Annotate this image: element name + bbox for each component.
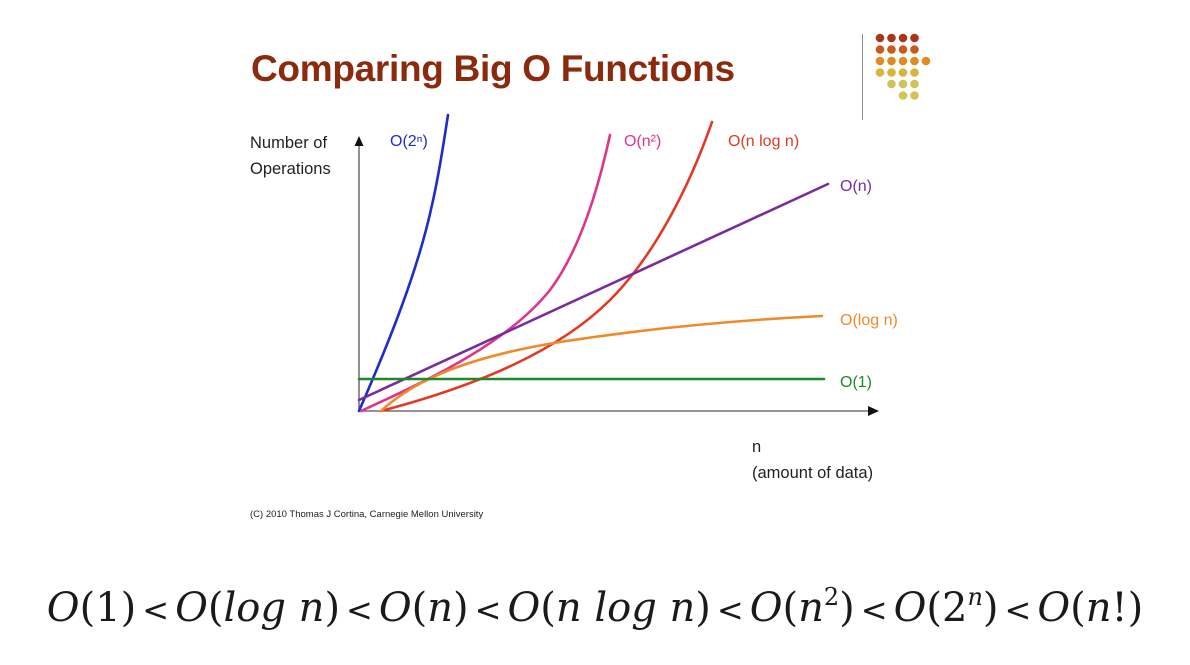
complexity-term: O(log n)	[175, 585, 341, 631]
series-label-o-1: O(1)	[840, 374, 872, 391]
series-labels: O(2ⁿ) O(n²) O(n log n) O(n) O(log n) O(1)	[390, 133, 898, 391]
decoration-dot	[898, 79, 908, 89]
decoration-dot	[898, 68, 908, 77]
complexity-term: O(n)	[378, 585, 469, 631]
decoration-dot	[910, 68, 919, 77]
decoration-dot	[887, 45, 896, 54]
series-label-o-n-squared: O(n²)	[624, 133, 661, 150]
less-than-separator: <	[142, 591, 170, 629]
decoration-dot	[887, 79, 896, 89]
decoration-dot	[898, 56, 908, 66]
decoration-dot	[921, 56, 931, 66]
decoration-dot	[875, 68, 885, 77]
decoration-dot	[898, 91, 908, 100]
decoration-dot	[910, 45, 919, 54]
axis-labels: Number of Operations n (amount of data)	[250, 134, 873, 482]
title-divider	[862, 34, 863, 120]
less-than-separator: <	[716, 591, 744, 629]
series-label-o-n-log-n: O(n log n)	[728, 133, 799, 150]
x-axis-label-line-2: (amount of data)	[752, 464, 873, 482]
decoration-dot	[910, 56, 919, 66]
decoration-dot	[887, 33, 896, 43]
decoration-dot	[910, 79, 919, 89]
series-line-o-2n	[357, 113, 450, 413]
less-than-separator: <	[1004, 591, 1032, 629]
x-axis-arrow-icon	[868, 406, 879, 416]
less-than-separator: <	[346, 591, 373, 629]
series-line-o-n	[357, 182, 830, 402]
y-axis-label-line-1: Number of	[250, 134, 327, 152]
complexity-term: O(1)	[46, 585, 137, 631]
slide-title: Comparing Big O Functions	[251, 48, 735, 89]
big-o-chart: Number of Operations n (amount of data) …	[250, 113, 898, 482]
decoration-dot	[898, 33, 908, 43]
series-curves	[357, 113, 830, 413]
decoration-dot	[898, 45, 908, 54]
decoration-dot	[887, 68, 896, 77]
copyright-notice: (C) 2010 Thomas J Cortina, Carnegie Mell…	[250, 509, 484, 520]
dot-grid-icon	[875, 33, 931, 100]
decoration-dot	[910, 33, 919, 43]
x-axis-label-line-1: n	[752, 438, 761, 456]
series-label-o-log-n: O(log n)	[840, 312, 898, 329]
complexity-term: O(n2)	[749, 582, 855, 631]
less-than-separator: <	[474, 591, 502, 629]
decoration-dot	[875, 56, 885, 66]
complexity-term: O(n log n)	[507, 585, 711, 631]
series-line-o-n-squared	[359, 133, 612, 413]
decoration-dot	[910, 91, 919, 100]
decoration-dot	[875, 33, 885, 43]
series-line-o-n-log-n	[379, 120, 714, 413]
decoration-dot	[875, 45, 885, 54]
y-axis-label-line-2: Operations	[250, 160, 331, 178]
decoration-dot	[887, 56, 896, 66]
complexity-order-formula: O(1) < O(log n) < O(n) < O(n log n) < O(n2) < O(2n…	[0, 585, 1190, 631]
complexity-term: O(2n)	[893, 582, 999, 631]
series-line-o-log-n	[379, 314, 824, 413]
chart-axes	[354, 136, 879, 416]
series-label-o-2n: O(2ⁿ)	[390, 133, 428, 150]
complexity-term: O(n!)	[1037, 585, 1144, 631]
y-axis-arrow-icon	[354, 136, 364, 146]
less-than-separator: <	[860, 591, 888, 629]
series-label-o-n: O(n)	[840, 178, 872, 195]
